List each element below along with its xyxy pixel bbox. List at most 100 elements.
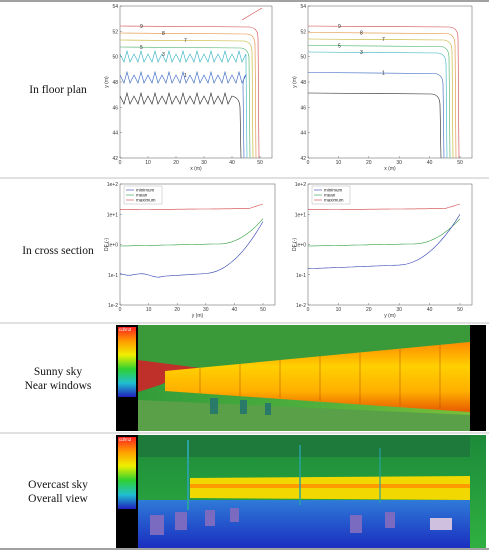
y-tick-label: 48	[112, 80, 118, 86]
contour-label: 3	[162, 52, 165, 58]
y-tick-label: 44	[112, 131, 118, 137]
y-axis-label: y (m)	[292, 76, 298, 88]
x-tick-label: 20	[366, 160, 372, 166]
x-tick-label: 0	[307, 307, 310, 313]
y-tick-label: 1e-2	[108, 303, 118, 309]
row-label: In cross section	[22, 245, 94, 257]
contour	[119, 25, 260, 159]
y-tick-label: 48	[300, 80, 306, 86]
mullions	[199, 345, 441, 409]
contour	[119, 49, 248, 159]
contour	[241, 7, 263, 21]
y-axis-label: y (m)	[104, 76, 110, 88]
x-tick-label: 50	[260, 307, 266, 313]
df-curve	[120, 203, 264, 210]
x-tick-label: 20	[174, 307, 180, 313]
y-tick-label: 54	[112, 4, 118, 10]
y-tick-label: 1e+0	[107, 243, 118, 249]
plot-frame	[307, 5, 473, 159]
x-tick-label: 0	[307, 160, 310, 166]
df-curve	[119, 221, 264, 278]
legend-entry: minimum	[324, 188, 343, 193]
y-tick-label: 52	[112, 29, 118, 35]
sunny-rendering: cd/m2	[116, 325, 486, 431]
contour	[307, 92, 442, 159]
seat	[240, 400, 247, 414]
legend-entry: minimum	[136, 188, 155, 193]
contour	[307, 38, 454, 159]
y-tick-label: 1e-2	[296, 303, 306, 309]
y-tick-label: 42	[112, 156, 118, 162]
ceiling	[138, 435, 470, 457]
window-band	[165, 342, 470, 412]
contour-label: 5	[140, 45, 143, 51]
x-tick-label: 30	[396, 160, 402, 166]
x-tick-label: 10	[336, 307, 342, 313]
x-axis-label: y (m)	[192, 313, 204, 319]
row-label: Overcast sky	[28, 479, 88, 491]
contour-label: 3	[360, 50, 363, 56]
legend-entry: maximum	[136, 198, 156, 203]
contour-label: 1	[382, 71, 385, 77]
y-tick-label: 1e+2	[107, 182, 118, 188]
x-tick-label: 40	[427, 160, 433, 166]
contour	[307, 45, 451, 159]
contour	[119, 46, 251, 159]
y-tick-label: 1e+1	[107, 212, 118, 218]
legend-box	[123, 185, 163, 205]
x-tick-label: 40	[427, 307, 433, 313]
df-curve	[307, 218, 461, 247]
y-tick-label: 1e-1	[108, 273, 118, 279]
x-tick-label: 30	[203, 307, 209, 313]
x-tick-label: 30	[201, 160, 207, 166]
y-tick-label: 1e+1	[295, 212, 306, 218]
scale-unit: cd/m2	[119, 437, 132, 442]
floor	[138, 400, 470, 431]
y-tick-label: 46	[112, 105, 118, 111]
x-tick-label: 10	[146, 307, 152, 313]
row-label: In floor plan	[29, 84, 87, 96]
row-label: Near windows	[25, 380, 92, 392]
contour	[307, 32, 457, 159]
y-tick-label: 54	[300, 4, 306, 10]
contour-label: 7	[382, 37, 385, 43]
y-tick-label: 1e+0	[295, 243, 306, 249]
x-tick-label: 50	[457, 307, 463, 313]
contour-label: 9	[338, 24, 341, 30]
legend-entry: maximum	[324, 198, 344, 203]
df-curve	[308, 203, 461, 210]
contour-label: 9	[140, 24, 143, 30]
x-tick-label: 0	[119, 307, 122, 313]
x-axis-label: x (m)	[384, 166, 396, 172]
contour-label: 5	[338, 44, 341, 50]
contour-label: 1	[184, 73, 187, 79]
y-tick-label: 1e+2	[295, 182, 306, 188]
df-curve	[119, 218, 264, 247]
x-tick-label: 20	[366, 307, 372, 313]
x-tick-label: 40	[229, 160, 235, 166]
contour-label: 8	[162, 31, 165, 37]
ceiling	[138, 325, 470, 372]
contour	[307, 72, 445, 159]
contour	[119, 70, 247, 159]
y-tick-label: 1e-1	[296, 273, 306, 279]
y-axis-label: DF (-)	[292, 238, 298, 251]
x-tick-label: 20	[173, 160, 179, 166]
contour	[119, 39, 254, 159]
x-tick-label: 50	[457, 160, 463, 166]
row-label: Overall view	[28, 493, 88, 505]
contour	[307, 51, 448, 159]
df-curve	[307, 214, 461, 269]
color-scale	[118, 437, 136, 509]
y-tick-label: 46	[300, 105, 306, 111]
contour-label: 8	[360, 31, 363, 37]
y-tick-label: 50	[112, 55, 118, 61]
seat	[265, 403, 271, 415]
black-band	[470, 325, 486, 431]
scale-unit: cd/m2	[119, 327, 132, 332]
row-label: Sunny sky	[34, 366, 82, 378]
x-tick-label: 10	[336, 160, 342, 166]
legend-entry: mean	[136, 193, 148, 198]
y-tick-label: 44	[300, 131, 306, 137]
